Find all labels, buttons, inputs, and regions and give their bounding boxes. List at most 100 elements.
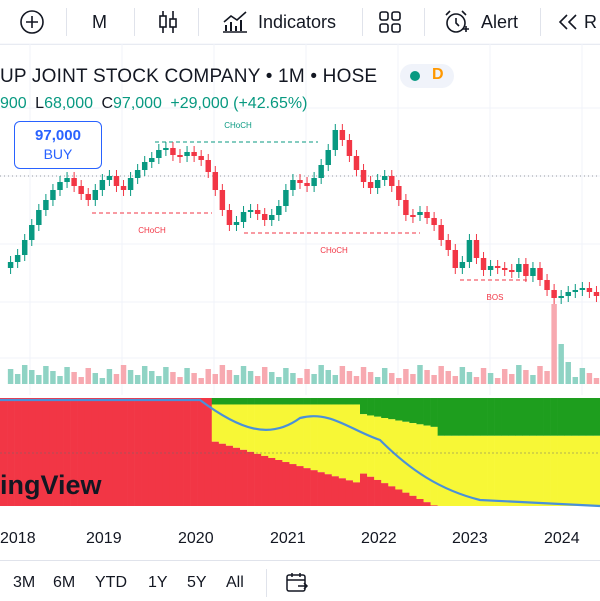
volume-bar <box>212 374 219 384</box>
osc-green-bar <box>571 398 580 436</box>
toolbar-divider <box>424 8 425 36</box>
volume-bars <box>7 304 600 384</box>
osc-green-bar <box>515 398 523 436</box>
range-5y[interactable]: 5Y <box>187 574 207 591</box>
time-axis[interactable]: 2018 2019 2020 2021 2022 2023 2024 <box>0 520 600 556</box>
price-chart[interactable]: CHoCH CHoCH CHoCH BOS <box>0 0 600 520</box>
volume-bar <box>403 369 409 384</box>
layouts-button[interactable] <box>377 6 403 38</box>
osc-green-bar <box>444 398 453 436</box>
osc-red-bar <box>331 476 340 506</box>
osc-green-bar <box>282 398 290 405</box>
candle-body <box>177 155 183 157</box>
candle-body <box>509 270 515 272</box>
osc-yellow-bar <box>310 404 318 471</box>
range-3m[interactable]: 3M <box>13 574 36 591</box>
osc-green-bar <box>402 398 410 422</box>
candle-body <box>78 186 84 194</box>
osc-green-bar <box>254 398 262 405</box>
osc-red-bar <box>416 499 424 506</box>
candle-body <box>261 214 268 220</box>
ohlc-readout: 900 L68,000 C97,000 +29,000 (+42.65%) <box>0 95 307 113</box>
osc-green-bar <box>360 398 368 415</box>
osc-red-bar <box>204 398 213 506</box>
candle-body <box>50 190 56 200</box>
volume-bar <box>78 377 84 384</box>
osc-red-bar <box>268 457 276 506</box>
osc-yellow-bar <box>416 424 424 500</box>
osc-red-bar <box>360 473 368 506</box>
volume-bar <box>290 373 296 384</box>
osc-red-bar <box>0 398 8 506</box>
candle-body <box>452 250 459 268</box>
close-value: 97,000 <box>113 95 162 112</box>
rewind-icon <box>558 14 577 30</box>
indicators-button[interactable]: Indicators <box>220 6 336 38</box>
range-all[interactable]: All <box>226 574 244 591</box>
alert-button[interactable]: Alert <box>441 6 518 38</box>
range-6m[interactable]: 6M <box>53 574 76 591</box>
osc-green-bar <box>225 398 234 405</box>
osc-red-bar <box>338 478 347 506</box>
plus-circle-icon <box>20 10 44 34</box>
candle-body <box>163 148 169 150</box>
candle-body <box>92 190 99 200</box>
volume-bar <box>71 372 77 384</box>
volume-bar <box>311 374 317 384</box>
osc-yellow-bar <box>381 418 389 484</box>
osc-line <box>0 398 600 508</box>
osc-yellow-bar <box>296 404 304 467</box>
candle-body <box>537 268 543 280</box>
osc-red-bar <box>254 453 262 506</box>
volume-bar <box>149 371 155 384</box>
volume-bar <box>120 365 127 384</box>
range-ytd[interactable]: YTD <box>95 574 127 591</box>
osc-red-bar <box>49 398 57 506</box>
volume-bar <box>50 371 56 384</box>
range-1y[interactable]: 1Y <box>148 574 168 591</box>
interval-button[interactable]: M <box>92 11 107 32</box>
osc-yellow-bar <box>232 404 241 448</box>
osc-red-bar <box>367 476 375 506</box>
osc-green-bar <box>480 398 488 436</box>
osc-yellow-bar <box>289 404 297 465</box>
osc-red-bar <box>218 443 227 506</box>
volume-bar <box>240 366 247 384</box>
osc-green-bar <box>536 398 544 436</box>
candle-body <box>353 156 360 170</box>
volume-bar <box>509 374 515 384</box>
osc-green-bar <box>458 398 467 436</box>
osc-green-bar <box>261 398 269 405</box>
xtick-label: 2024 <box>544 530 580 547</box>
market-status-badge[interactable]: D <box>400 64 454 88</box>
candle-body <box>494 266 501 268</box>
buy-button[interactable]: 97,000 BUY <box>14 121 102 169</box>
osc-yellow-bar <box>402 421 410 493</box>
add-symbol-button[interactable] <box>18 6 46 38</box>
candle-body <box>311 178 317 186</box>
candle-body <box>431 218 437 225</box>
chart-type-button[interactable] <box>156 6 180 38</box>
replay-button[interactable]: R <box>556 6 597 38</box>
candle-body <box>141 162 148 170</box>
tradingview-watermark[interactable]: ingView <box>0 470 102 500</box>
volume-bar <box>417 365 423 384</box>
candle-body <box>106 176 113 180</box>
volume-bar <box>85 368 91 384</box>
candle-body <box>156 150 162 158</box>
osc-yellow-bar <box>480 435 488 506</box>
candle-body <box>297 180 303 183</box>
candle-body <box>7 262 14 268</box>
osc-yellow-bar <box>501 435 509 506</box>
candle-body <box>389 176 395 186</box>
candle-body <box>593 292 600 296</box>
volume-bar <box>226 370 233 384</box>
osc-green-bar <box>395 398 403 421</box>
symbol-title[interactable]: UP JOINT STOCK COMPANY • 1M • HOSE <box>0 66 378 87</box>
calendar-goto-icon[interactable] <box>284 570 310 596</box>
volume-bar <box>269 372 275 384</box>
candle-body <box>14 255 21 262</box>
volume-bar <box>389 373 395 384</box>
volume-bar <box>410 374 416 384</box>
volume-bar <box>374 377 381 384</box>
